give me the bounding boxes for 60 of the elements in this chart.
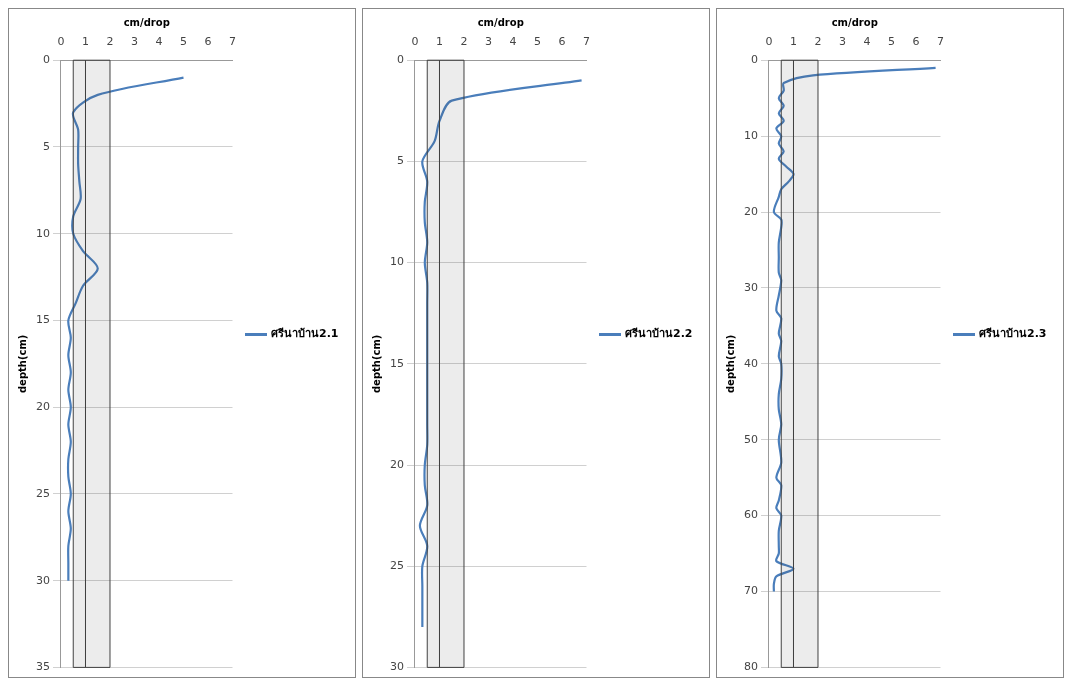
x-tick-label: 4 xyxy=(509,35,517,49)
y-tick-label: 70 xyxy=(744,584,758,598)
y-tick-label: 5 xyxy=(43,139,50,153)
legend-label: ศรีนาบ้าน2.2 xyxy=(625,326,693,342)
y-axis-title: depth(cm) xyxy=(370,334,382,394)
x-tick-label: 4 xyxy=(155,35,163,49)
y-tick-label: 35 xyxy=(36,660,50,674)
x-tick-label: 5 xyxy=(888,35,895,49)
y-tick-label: 80 xyxy=(744,660,758,674)
y-tick-label: 10 xyxy=(390,255,404,269)
legend-label: ศรีนาบ้าน2.1 xyxy=(271,326,339,342)
x-tick-label: 0 xyxy=(411,35,419,49)
y-tick-label: 0 xyxy=(43,53,50,67)
line-series xyxy=(418,79,583,629)
x-tick-label: 3 xyxy=(131,35,138,49)
y-tick-label: 10 xyxy=(744,128,758,142)
x-tick-label: 6 xyxy=(912,35,920,49)
y-tick-label: 15 xyxy=(36,313,50,327)
y-tick-label: 20 xyxy=(390,457,404,471)
x-tick-label: 0 xyxy=(57,35,65,49)
y-tick-label: 25 xyxy=(36,486,50,500)
y-tick-label: 20 xyxy=(744,204,758,218)
y-tick-label: 25 xyxy=(390,559,404,573)
y-tick-label: 40 xyxy=(744,356,758,370)
legend-label: ศรีนาบ้าน2.3 xyxy=(979,326,1047,342)
x-tick-label: 6 xyxy=(558,35,566,49)
y-tick-label: 50 xyxy=(744,432,758,446)
x-tick-label: 7 xyxy=(229,35,236,49)
x-tick-label: 5 xyxy=(180,35,187,49)
x-tick-label: 1 xyxy=(82,35,89,49)
x-tick-label: 2 xyxy=(106,35,114,49)
y-tick-label: 15 xyxy=(390,356,404,370)
y-tick-label: 30 xyxy=(744,280,758,294)
x-tick-label: 2 xyxy=(460,35,468,49)
x-axis-title: cm/drop xyxy=(477,16,524,28)
x-tick-label: 2 xyxy=(814,35,822,49)
x-tick-label: 1 xyxy=(790,35,797,49)
line-series xyxy=(66,76,185,582)
x-tick-label: 6 xyxy=(204,35,212,49)
line-series xyxy=(772,66,937,593)
x-tick-label: 7 xyxy=(583,35,590,49)
y-tick-label: 30 xyxy=(390,660,404,674)
y-tick-label: 0 xyxy=(397,53,404,67)
y-tick-label: 10 xyxy=(36,226,50,240)
x-tick-label: 0 xyxy=(765,35,773,49)
y-tick-label: 30 xyxy=(36,573,50,587)
x-tick-label: 7 xyxy=(937,35,944,49)
y-tick-label: 5 xyxy=(397,154,404,168)
x-tick-label: 1 xyxy=(436,35,443,49)
x-axis-title: cm/drop xyxy=(831,16,878,28)
y-axis-title: depth(cm) xyxy=(724,334,736,394)
x-tick-label: 3 xyxy=(485,35,492,49)
y-tick-label: 60 xyxy=(744,508,758,522)
x-axis-title: cm/drop xyxy=(123,16,170,28)
x-tick-label: 5 xyxy=(534,35,541,49)
y-axis-title: depth(cm) xyxy=(16,334,28,394)
x-tick-label: 3 xyxy=(839,35,846,49)
x-tick-label: 4 xyxy=(863,35,871,49)
y-tick-label: 0 xyxy=(751,53,758,67)
y-tick-label: 20 xyxy=(36,400,50,414)
